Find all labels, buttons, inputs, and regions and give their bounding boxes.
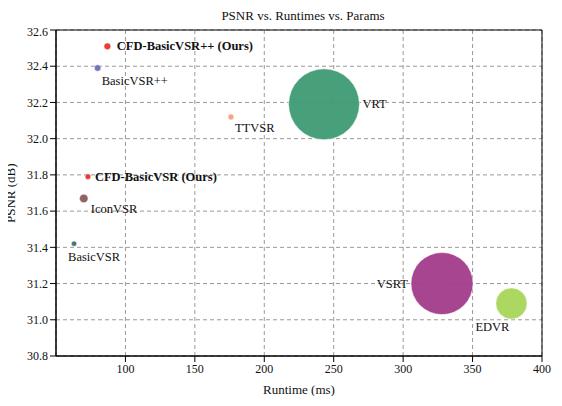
svg-text:32.0: 32.0 [27, 132, 48, 146]
svg-text:PSNR (dB): PSNR (dB) [8, 163, 18, 223]
svg-text:IconVSR: IconVSR [91, 202, 138, 216]
svg-text:TTVSR: TTVSR [235, 121, 275, 135]
svg-text:350: 350 [464, 362, 482, 376]
svg-text:32.4: 32.4 [27, 59, 48, 73]
svg-text:31.2: 31.2 [27, 277, 48, 291]
svg-text:250: 250 [325, 362, 343, 376]
svg-text:31.6: 31.6 [27, 204, 48, 218]
svg-text:400: 400 [533, 362, 551, 376]
svg-text:31.0: 31.0 [27, 313, 48, 327]
svg-text:32.6: 32.6 [27, 25, 48, 39]
svg-text:CFD-BasicVSR (Ours): CFD-BasicVSR (Ours) [95, 170, 217, 184]
svg-text:VSRT: VSRT [377, 277, 409, 291]
html-text:PSNR vs. Runtimes vs. Params: PSNR vs. Runtimes vs. Params [221, 8, 385, 23]
svg-text:CFD-BasicVSR++ (Ours): CFD-BasicVSR++ (Ours) [117, 39, 253, 53]
svg-text:VRT: VRT [362, 97, 387, 111]
svg-text:EDVR: EDVR [475, 320, 510, 334]
svg-text:Runtime (ms): Runtime (ms) [263, 382, 335, 396]
svg-text:31.4: 31.4 [27, 241, 48, 255]
svg-text:30.8: 30.8 [27, 349, 48, 363]
svg-text:100: 100 [116, 362, 134, 376]
svg-text:31.8: 31.8 [27, 168, 48, 182]
svg-text:BasicVSR: BasicVSR [68, 250, 121, 264]
svg-text:BasicVSR++: BasicVSR++ [102, 74, 168, 88]
svg-text:32.2: 32.2 [27, 96, 48, 110]
svg-text:300: 300 [394, 362, 412, 376]
svg-text:200: 200 [255, 362, 273, 376]
svg-text:150: 150 [186, 362, 204, 376]
